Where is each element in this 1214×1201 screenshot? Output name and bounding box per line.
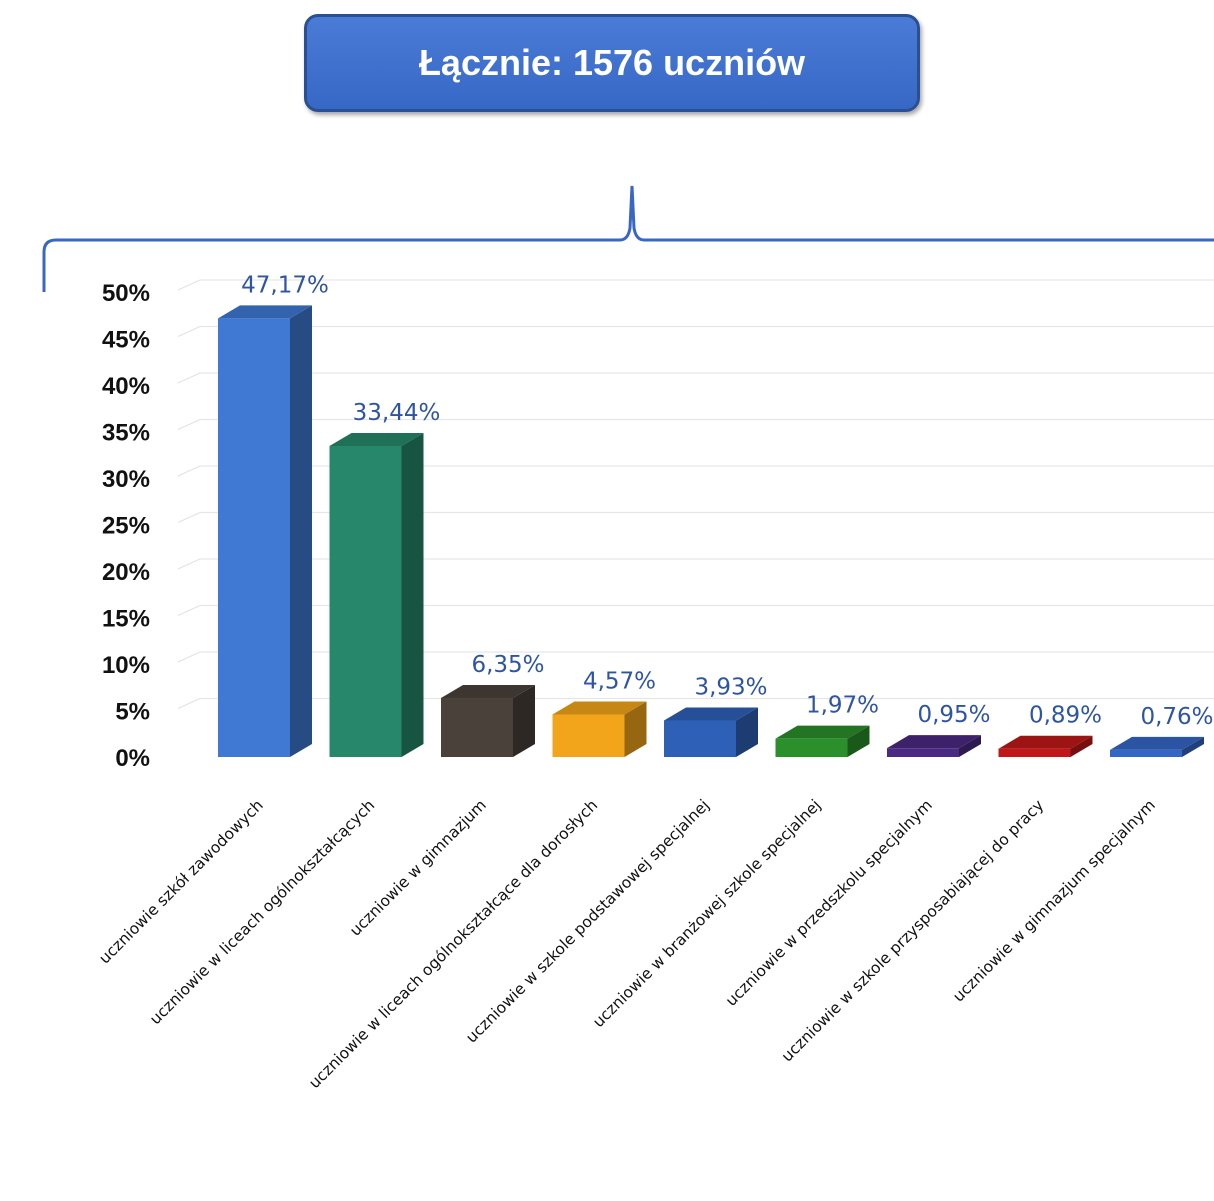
bar-side	[1182, 736, 1204, 757]
bar	[775, 725, 870, 757]
y-tick-label: 5%	[115, 699, 150, 726]
data-labels: 47,17% 33,44% 6,35% 4,57% 3,93% 1,97% 0,95% 0,8…	[241, 272, 1213, 730]
bar-side	[513, 684, 535, 757]
bar-side	[847, 725, 870, 757]
gridline-depth	[177, 698, 201, 709]
bar-top	[218, 305, 312, 319]
bar-front	[887, 748, 959, 757]
y-tick-label: 0%	[115, 745, 150, 772]
data-label: 33,44%	[353, 400, 441, 426]
y-tick-label: 35%	[102, 420, 150, 447]
category-label: uczniowie w gimnazjum specjalnym	[949, 796, 1158, 1005]
data-label: 4,57%	[583, 668, 656, 694]
bar-front	[998, 748, 1071, 757]
bar	[887, 735, 981, 757]
y-tick-label: 30%	[102, 466, 150, 493]
gridline-depth	[177, 465, 201, 477]
bar-front	[441, 697, 513, 757]
category-label: uczniowie w branżowej szkole specjalnej	[589, 796, 824, 1031]
y-tick-label: 15%	[102, 606, 150, 633]
bar	[552, 701, 647, 757]
bar-side	[736, 707, 758, 757]
bar-front	[664, 720, 736, 757]
bar-top	[552, 701, 647, 715]
bar-front	[1110, 749, 1182, 757]
bar-top	[775, 725, 870, 739]
bar-top	[998, 735, 1093, 749]
gridline-depth	[177, 279, 201, 291]
bar	[441, 684, 535, 757]
bar-top	[441, 684, 535, 698]
bar-side	[624, 701, 647, 757]
bar-side	[401, 433, 424, 757]
gridline-depth	[177, 372, 201, 384]
category-label: uczniowie w przedszkolu specjalnym	[722, 796, 936, 1010]
total-count-banner: Łącznie: 1576 uczniów	[304, 14, 920, 112]
bars	[218, 305, 1204, 757]
bar	[664, 707, 758, 757]
data-label: 0,95%	[917, 702, 990, 728]
bar-front	[552, 714, 625, 757]
gridline-depth	[177, 512, 201, 523]
category-label: uczniowie w liceach ogólnokształcących	[146, 796, 378, 1028]
bar-side	[1070, 735, 1093, 757]
y-tick-label: 45%	[102, 327, 150, 354]
y-tick-label: 25%	[102, 513, 150, 540]
total-count-label: Łącznie: 1576 uczniów	[418, 42, 806, 83]
bar-top	[1110, 736, 1204, 750]
data-label: 1,97%	[806, 693, 879, 719]
data-label: 3,93%	[694, 674, 767, 700]
bar-side	[959, 735, 981, 757]
bar	[998, 735, 1093, 757]
gridline-depth	[177, 419, 201, 430]
y-tick-label: 20%	[102, 559, 150, 586]
gridline-depth	[177, 605, 201, 616]
bar	[1110, 736, 1204, 757]
bar-top	[329, 433, 424, 447]
gridline-depth	[177, 326, 201, 337]
bar	[329, 433, 424, 757]
bar-top	[664, 707, 758, 721]
bar-front	[775, 738, 848, 757]
data-label: 0,76%	[1140, 704, 1213, 730]
data-label: 6,35%	[471, 652, 544, 678]
data-label: 0,89%	[1029, 703, 1102, 729]
y-tick-label: 50%	[102, 280, 150, 307]
bar-side	[290, 305, 312, 757]
y-axis-tick-labels: 0% 5% 10% 15% 20% 25% 30% 35% 40% 45% 50%	[102, 280, 150, 772]
y-tick-label: 40%	[102, 373, 150, 400]
bar	[218, 305, 312, 757]
category-label: uczniowie w szkole podstawowej specjalne…	[462, 796, 712, 1046]
bar-front	[218, 318, 290, 757]
bar-front	[329, 446, 402, 757]
y-tick-label: 10%	[102, 652, 150, 679]
bar-top	[887, 735, 981, 749]
category-label: uczniowie w szkole przysposabiającej do …	[778, 796, 1047, 1065]
data-label: 47,17%	[241, 272, 329, 298]
gridline-depth	[177, 558, 201, 570]
grouping-brace	[42, 185, 1214, 292]
gridline-depth	[177, 651, 201, 663]
